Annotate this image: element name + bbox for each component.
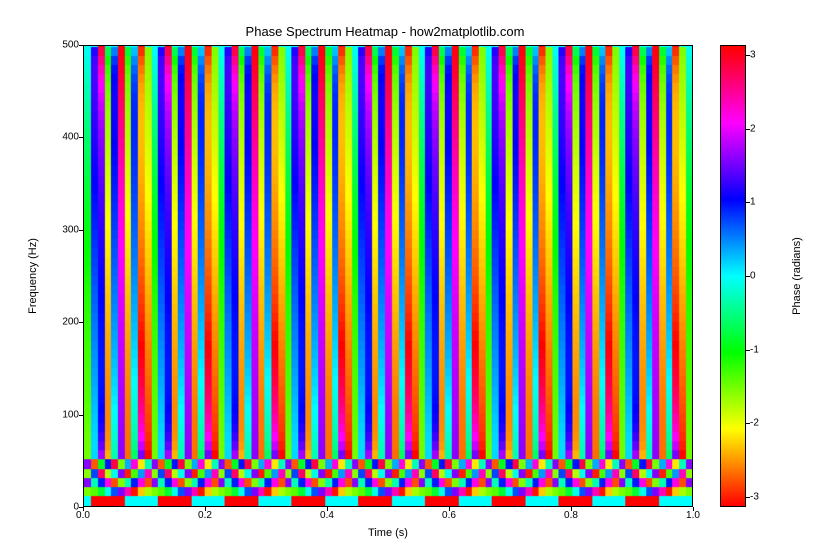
colorbar-label-text: Phase (radians) <box>791 237 803 315</box>
ytick-label: 200 <box>49 317 79 328</box>
ytick-label: 100 <box>49 409 79 420</box>
ytick-mark <box>79 137 83 138</box>
ytick-mark <box>79 322 83 323</box>
ytick-mark <box>79 45 83 46</box>
colorbar-tick-label: 2 <box>750 123 756 134</box>
y-axis-label: Frequency (Hz) <box>26 45 40 507</box>
colorbar-tick-label: -3 <box>750 491 759 502</box>
colorbar-tick-label: -1 <box>750 344 759 355</box>
ytick-mark <box>79 507 83 508</box>
xtick-label: 0.2 <box>198 510 212 521</box>
colorbar-tick-label: 1 <box>750 197 756 208</box>
ytick-label: 0 <box>49 502 79 513</box>
colorbar-tick-label: 3 <box>750 50 756 61</box>
colorbar-tick-label: -2 <box>750 418 759 429</box>
colorbar-label: Phase (radians) <box>790 45 804 507</box>
colorbar-canvas <box>721 46 745 506</box>
colorbar <box>720 45 746 507</box>
xtick-label: 0.4 <box>320 510 334 521</box>
ytick-mark <box>79 230 83 231</box>
heatmap-canvas <box>84 46 692 506</box>
ytick-label: 500 <box>49 40 79 51</box>
colorbar-tick-label: 0 <box>750 271 756 282</box>
chart-title: Phase Spectrum Heatmap - how2matplotlib.… <box>0 24 805 39</box>
ytick-label: 300 <box>49 224 79 235</box>
y-axis-label-text: Frequency (Hz) <box>27 238 39 314</box>
xtick-label: 0.8 <box>564 510 578 521</box>
xtick-label: 1.0 <box>686 510 700 521</box>
x-axis-label: Time (s) <box>83 527 693 539</box>
xtick-label: 0.6 <box>442 510 456 521</box>
figure: Phase Spectrum Heatmap - how2matplotlib.… <box>0 0 840 560</box>
heatmap-plot <box>83 45 693 507</box>
ytick-label: 400 <box>49 132 79 143</box>
ytick-mark <box>79 415 83 416</box>
